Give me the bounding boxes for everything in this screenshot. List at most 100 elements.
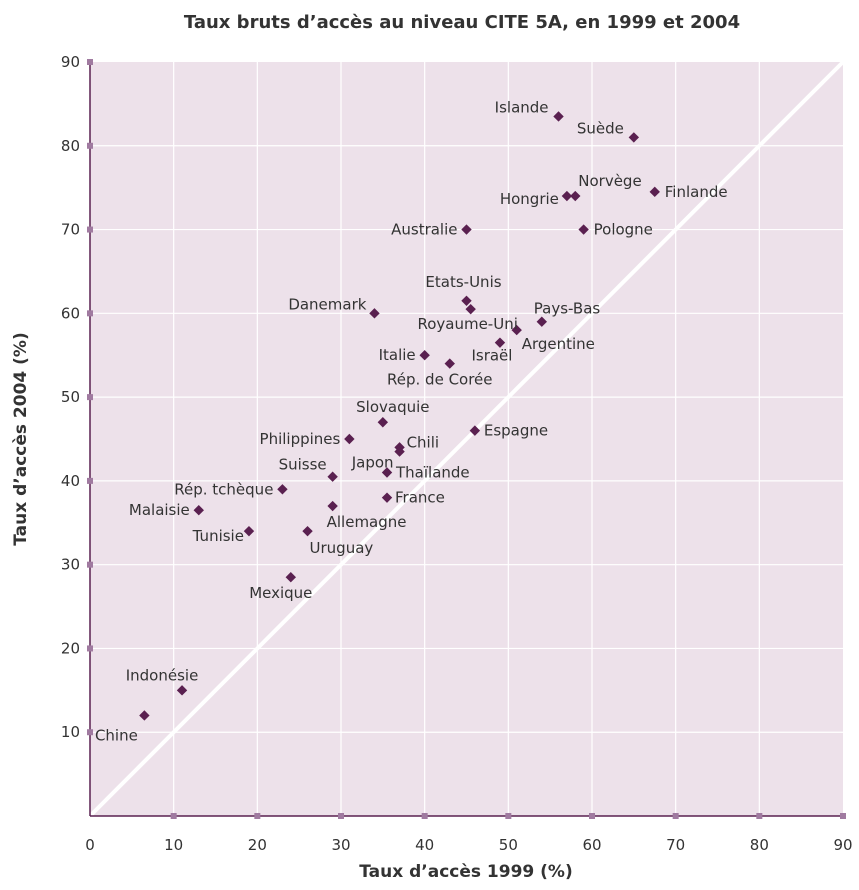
y-tick-marker-50 (87, 394, 93, 401)
data-point (344, 433, 355, 445)
point-label: Uruguay (310, 539, 374, 557)
y-tick-marker-40 (87, 477, 93, 484)
data-point (461, 295, 472, 306)
point-label: Suisse (279, 456, 327, 474)
x-tick-marker-40 (421, 813, 428, 819)
axis-lines (89, 62, 843, 817)
point-label: Islande (495, 98, 549, 116)
point-label: Japon (351, 454, 394, 472)
point-label: Argentine (522, 335, 595, 353)
point-label: Israël (471, 347, 512, 365)
point-label: Philippines (260, 430, 341, 448)
data-point (461, 224, 472, 235)
data-point (327, 471, 338, 482)
y-tick-label-20: 20 (61, 639, 80, 657)
y-tick-label-50: 50 (61, 388, 80, 406)
y-tick-label-40: 40 (61, 472, 80, 490)
point-label: Allemagne (327, 513, 407, 531)
y-tick-marker-60 (87, 310, 93, 317)
data-point (511, 324, 522, 336)
x-tick-labels: 0 10 20 30 40 50 60 70 80 90 (85, 813, 853, 854)
y-tick-marker-30 (87, 561, 93, 568)
y-tick-label-30: 30 (61, 556, 80, 574)
data-point (377, 417, 389, 428)
x-tick-marker-90 (840, 813, 846, 819)
x-tick-label-10: 10 (164, 836, 183, 854)
data-point (419, 350, 430, 361)
point-label: Rép. de Corée (387, 371, 493, 389)
data-point (381, 492, 393, 503)
y-tick-labels: 10 20 30 40 50 60 70 80 90 (61, 53, 93, 741)
x-tick-label-90: 90 (833, 836, 852, 854)
point-label: Etats-Unis (425, 273, 501, 291)
point-label: Australie (391, 221, 457, 239)
x-axis-label: Taux d’accès 1999 (%) (359, 862, 573, 882)
point-label: Rép. tchèque (174, 480, 273, 498)
y-tick-label-60: 60 (61, 304, 80, 322)
point-label: Norvège (578, 172, 641, 190)
x-tick-marker-30 (338, 813, 344, 819)
data-point (176, 685, 188, 696)
data-point (570, 190, 581, 202)
data-point (469, 425, 481, 436)
data-point (302, 525, 313, 537)
data-point (536, 316, 547, 327)
data-point (444, 358, 455, 369)
data-point (649, 186, 660, 198)
data-point (561, 190, 573, 202)
y-axis-label: Taux d’accès 2004 (%) (11, 332, 31, 546)
x-tick-label-20: 20 (248, 836, 267, 854)
data-point (285, 572, 296, 583)
point-label: Mexique (249, 584, 312, 602)
point-label: Malaisie (129, 501, 190, 519)
x-tick-label-40: 40 (415, 836, 434, 854)
point-label: Pays-Bas (534, 300, 601, 318)
y-tick-marker-70 (87, 226, 93, 233)
point-label: Pologne (594, 221, 653, 239)
data-point (494, 337, 506, 348)
point-label: France (395, 489, 445, 507)
point-label: Hongrie (500, 190, 559, 208)
data-point (277, 484, 288, 495)
point-label: Espagne (484, 422, 548, 440)
x-tick-marker-80 (756, 813, 763, 819)
data-point (465, 303, 476, 315)
data-point (578, 224, 589, 235)
point-label: Suède (577, 119, 624, 137)
x-tick-label-70: 70 (666, 836, 685, 854)
y-tick-label-70: 70 (61, 221, 80, 239)
x-tick-marker-10 (170, 813, 177, 819)
x-tick-marker-60 (589, 813, 595, 819)
y-tick-marker-10 (87, 729, 93, 736)
point-label: Slovaquie (356, 398, 429, 416)
point-label: Thaïlande (395, 464, 470, 482)
x-tick-marker-50 (505, 813, 512, 819)
data-point (369, 308, 380, 319)
y-tick-label-80: 80 (61, 137, 80, 155)
x-tick-marker-20 (254, 813, 261, 819)
y-tick-label-10: 10 (61, 723, 80, 741)
point-label: Chine (95, 726, 138, 744)
y-tick-marker-80 (87, 142, 93, 149)
data-point (553, 111, 564, 122)
x-tick-label-30: 30 (331, 836, 350, 854)
data-point (394, 446, 405, 457)
x-tick-marker-70 (672, 813, 679, 819)
point-label: Indonésie (126, 666, 199, 684)
point-label: Danemark (288, 295, 366, 313)
data-point (243, 525, 255, 537)
point-label: Chili (407, 433, 439, 451)
chart-title: Taux bruts d’accès au niveau CITE 5A, en… (184, 12, 740, 33)
point-label: Italie (379, 346, 416, 364)
x-tick-label-60: 60 (582, 836, 601, 854)
data-point (193, 505, 204, 516)
point-labels: Islande Suède Norvège Hongrie Finlande Austra… (95, 98, 728, 744)
x-tick-label-50: 50 (499, 836, 518, 854)
point-label: Tunisie (192, 527, 244, 545)
x-tick-label-0: 0 (85, 836, 95, 854)
data-point (139, 710, 150, 721)
point-label: Finlande (665, 183, 728, 201)
data-points (139, 111, 660, 721)
point-label: Royaume-Uni (417, 315, 517, 333)
